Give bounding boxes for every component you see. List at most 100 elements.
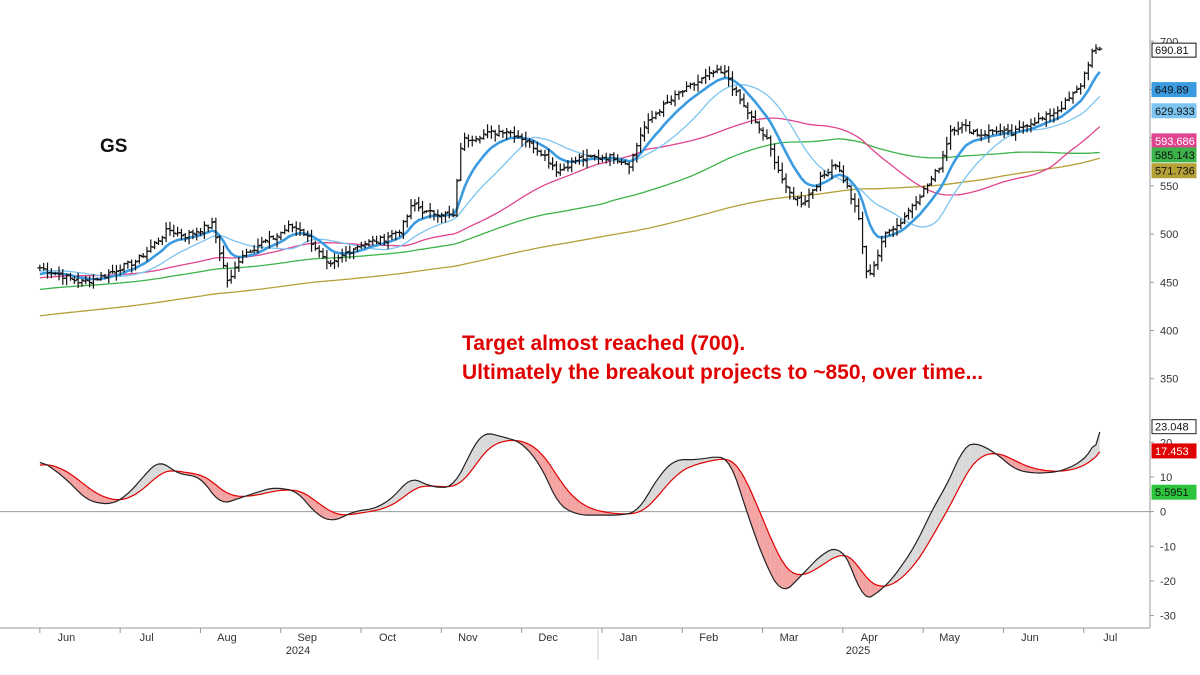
oscillator-fill-above (981, 445, 985, 458)
oscillator-fill-below (567, 490, 572, 512)
oscillator-fill-above (824, 551, 829, 564)
oscillator-fill-above (663, 467, 668, 490)
oscillator-fill-below (575, 498, 580, 515)
month-label: Mar (780, 632, 799, 644)
oscillator-fill-below (300, 491, 304, 500)
oscillator-fill-above (388, 497, 392, 507)
price-panel (37, 44, 1103, 317)
oscillator-main-line (39, 431, 1101, 598)
moving-average-line-4 (39, 138, 1100, 291)
time-axis: Jun Jul Aug Sep Oct Nov Dec Jan Feb Mar Apr May Jun J… (39, 628, 1117, 644)
price-tag-box (1151, 82, 1197, 98)
oscillator-fill-above (150, 465, 155, 483)
oscillator-fill-below (755, 501, 760, 547)
oscillator-fill-below (736, 465, 741, 491)
month-label: Jan (620, 632, 638, 644)
oscillator-fill-above (640, 500, 645, 512)
oscillator-fill-above (460, 464, 465, 482)
oscillator-fill-below (215, 484, 220, 501)
oscillator-panel (0, 431, 1150, 598)
oscillator-tag-box (1151, 443, 1197, 459)
month-label: Jun (1021, 632, 1039, 644)
oscillator-fill-below (560, 480, 565, 508)
price-tag-value: 593.686 (1155, 136, 1195, 148)
month-label: Aug (217, 632, 237, 644)
oscillator-fill-above (835, 549, 840, 557)
oscillator-fill-above (942, 484, 947, 519)
moving-average-line-2 (39, 84, 1101, 278)
oscillator-fill-below (319, 503, 323, 518)
oscillator-fill-above (655, 476, 660, 499)
oscillator-fill-below (858, 567, 863, 593)
oscillator-fill-below (78, 479, 82, 495)
oscillator-fill-below (85, 485, 90, 500)
month-label: Jul (140, 632, 154, 644)
oscillator-fill-below (1019, 462, 1024, 472)
oscillator-fill-above (495, 434, 499, 445)
month-label: Dec (538, 632, 558, 644)
oscillator-fill-below (525, 442, 530, 452)
year-label-2025: 2025 (846, 645, 870, 657)
oscillator-fill-above (391, 494, 396, 505)
price-tag-box (1151, 103, 1197, 119)
oscillator-fill-below (766, 528, 771, 574)
oscillator-fill-above (456, 472, 461, 485)
oscillator-fill-above (977, 444, 982, 461)
oscillator-fill-below (751, 492, 756, 537)
oscillator-fill (39, 431, 1100, 598)
oscillator-fill-below (759, 510, 764, 557)
oscillator-fill-above (927, 512, 932, 545)
month-label: Nov (458, 632, 478, 644)
oscillator-fill-below (866, 577, 871, 598)
oscillator-fill-above (686, 459, 691, 469)
month-label: Jun (57, 632, 75, 644)
oscillator-fill-above (131, 485, 136, 497)
oscillator-fill-below (334, 512, 339, 520)
oscillator-fill-below (219, 488, 224, 502)
oscillator-fill-below (101, 495, 105, 504)
oscillator-fill-below (208, 479, 212, 493)
oscillator-fill-below (782, 561, 786, 589)
oscillator-fill-below (533, 447, 538, 462)
oscillator-value-tags: 23.048 17.453 5.5951 (1151, 419, 1197, 500)
oscillator-fill-below (81, 482, 86, 498)
month-label: May (939, 632, 960, 644)
oscillator-fill-above (147, 468, 151, 486)
oscillator-tick-label: -20 (1160, 576, 1176, 588)
oscillator-fill-below (200, 475, 205, 484)
price-tag-value: 571.736 (1155, 166, 1195, 178)
month-label: Oct (379, 632, 396, 644)
oscillator-fill-below (330, 511, 335, 520)
oscillator-fill-below (786, 566, 790, 589)
oscillator-fill-below (315, 500, 320, 515)
oscillator-fill-below (323, 506, 327, 520)
oscillator-fill-above (476, 438, 480, 465)
oscillator-fill-above (1088, 447, 1093, 463)
oscillator-fill-below (870, 581, 874, 598)
price-value-tags: 690.81 649.89 629.933 593.686 585.143 571.736 (1151, 42, 1197, 179)
oscillator-fill-above (166, 465, 170, 472)
oscillator-tick-label: -10 (1160, 541, 1176, 553)
oscillator-fill-below (55, 466, 59, 474)
oscillator-fill-above (812, 559, 817, 571)
oscillator-fill-above (127, 489, 132, 498)
oscillator-fill-above (893, 572, 897, 584)
oscillator-fill-above (162, 463, 167, 474)
oscillator-fill-above (809, 563, 813, 573)
oscillator-fill-below (789, 570, 794, 588)
oscillator-fill-above (954, 459, 959, 497)
oscillator-fill-below (204, 477, 209, 488)
oscillator-tick-label: -30 (1160, 611, 1176, 623)
oscillator-tick-label: 0 (1160, 507, 1166, 519)
oscillator-fill-above (923, 519, 928, 551)
oscillator-fill-above (671, 461, 676, 481)
price-tag-value: 649.89 (1155, 85, 1189, 97)
oscillator-fill-above (479, 435, 484, 460)
oscillator-fill-above (648, 487, 653, 506)
oscillator-fill-above (659, 471, 664, 494)
oscillator-fill-above (667, 464, 672, 485)
price-tag-box (1151, 42, 1197, 58)
oscillator-fill-above (414, 480, 419, 490)
